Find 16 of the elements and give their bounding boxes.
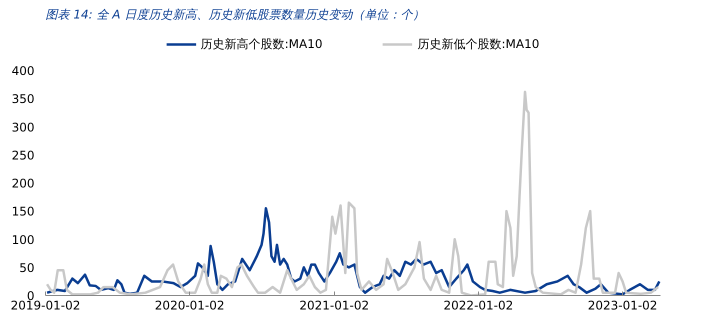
x-tick-label: 2023-01-02 [588, 298, 658, 312]
y-tick-label: 200 [12, 176, 34, 190]
x-tick-label: 2022-01-02 [444, 298, 514, 312]
y-tick-label: 300 [12, 120, 34, 134]
y-tick-label: 250 [12, 148, 34, 162]
x-tick-label: 2020-01-02 [154, 298, 225, 312]
y-tick-label: 350 [12, 92, 34, 106]
legend-label: 历史新高个股数:MA10 [200, 36, 322, 52]
chart-title: 图表 14: 全 A 日度历史新高、历史新低股票数量历史变动（单位：个） [46, 8, 424, 22]
y-tick-label: 150 [12, 204, 34, 219]
legend-label: 历史新低个股数:MA10 [418, 36, 540, 52]
y-tick-label: 100 [12, 232, 34, 247]
x-tick-label: 2021-01-02 [299, 298, 370, 312]
y-tick-label: 50 [19, 260, 35, 275]
line-series [46, 90, 660, 296]
y-tick-label: 400 [12, 64, 34, 78]
